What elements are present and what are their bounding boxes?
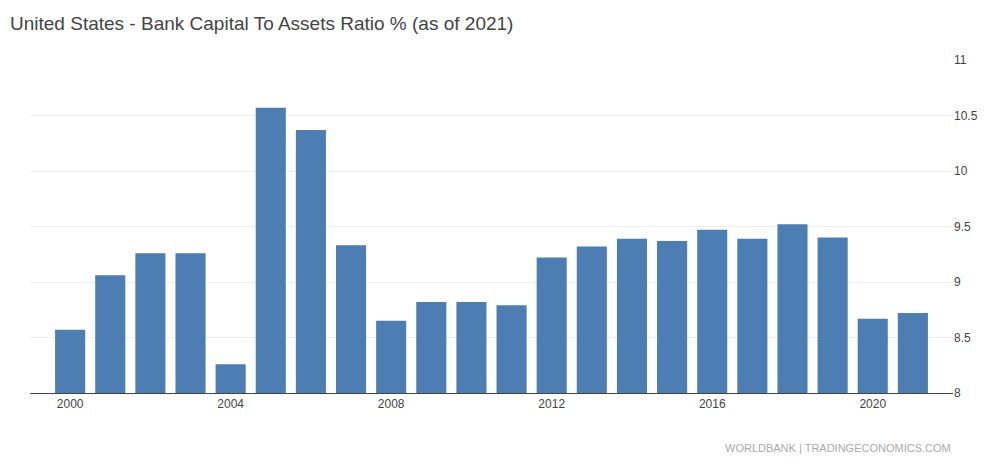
svg-text:2000: 2000 bbox=[57, 397, 84, 411]
svg-text:2012: 2012 bbox=[538, 397, 565, 411]
svg-text:8: 8 bbox=[954, 386, 961, 400]
svg-text:8.5: 8.5 bbox=[954, 331, 971, 345]
svg-text:2020: 2020 bbox=[859, 397, 886, 411]
svg-text:2004: 2004 bbox=[217, 397, 244, 411]
svg-text:10.5: 10.5 bbox=[954, 109, 978, 123]
svg-text:2016: 2016 bbox=[699, 397, 726, 411]
svg-text:9.5: 9.5 bbox=[954, 220, 971, 234]
svg-text:10: 10 bbox=[954, 164, 968, 178]
svg-text:2008: 2008 bbox=[378, 397, 405, 411]
svg-text:9: 9 bbox=[954, 275, 961, 289]
svg-text:11: 11 bbox=[954, 53, 967, 67]
svg-text:United States - Bank Capital T: United States - Bank Capital To Assets R… bbox=[10, 13, 513, 34]
svg-text:WORLDBANK | TRADINGECONOMICS.C: WORLDBANK | TRADINGECONOMICS.COM bbox=[725, 442, 951, 454]
